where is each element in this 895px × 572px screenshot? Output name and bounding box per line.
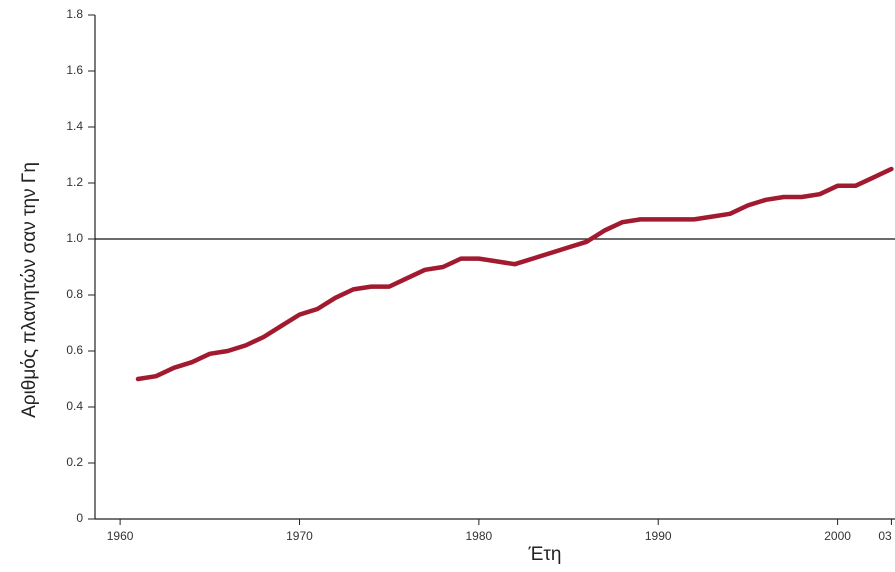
y-tick-label: 1.6 <box>66 63 83 77</box>
x-tick-label: 1990 <box>645 529 672 543</box>
y-tick-label: 0 <box>76 511 83 525</box>
y-tick-label: 1.2 <box>66 175 83 189</box>
x-tick-label: 1980 <box>466 529 493 543</box>
y-axis-title: Αριθμός πλανητών σαν την Γη <box>19 162 40 418</box>
y-tick-label: 0.2 <box>66 455 83 469</box>
y-tick-label: 0.8 <box>66 287 83 301</box>
y-tick-label: 1.8 <box>66 7 83 21</box>
x-axis-title: Έτη <box>528 544 562 565</box>
y-tick-label: 0.4 <box>66 399 83 413</box>
y-tick-label: 1.4 <box>66 119 83 133</box>
x-tick-label: 03 <box>878 529 892 543</box>
x-tick-label: 1960 <box>107 529 134 543</box>
data-line <box>135 166 894 382</box>
x-tick-label: 1970 <box>286 529 313 543</box>
x-tick-label: 2000 <box>824 529 851 543</box>
y-tick-label: 0.6 <box>66 343 83 357</box>
y-tick-label: 1.0 <box>66 231 83 245</box>
